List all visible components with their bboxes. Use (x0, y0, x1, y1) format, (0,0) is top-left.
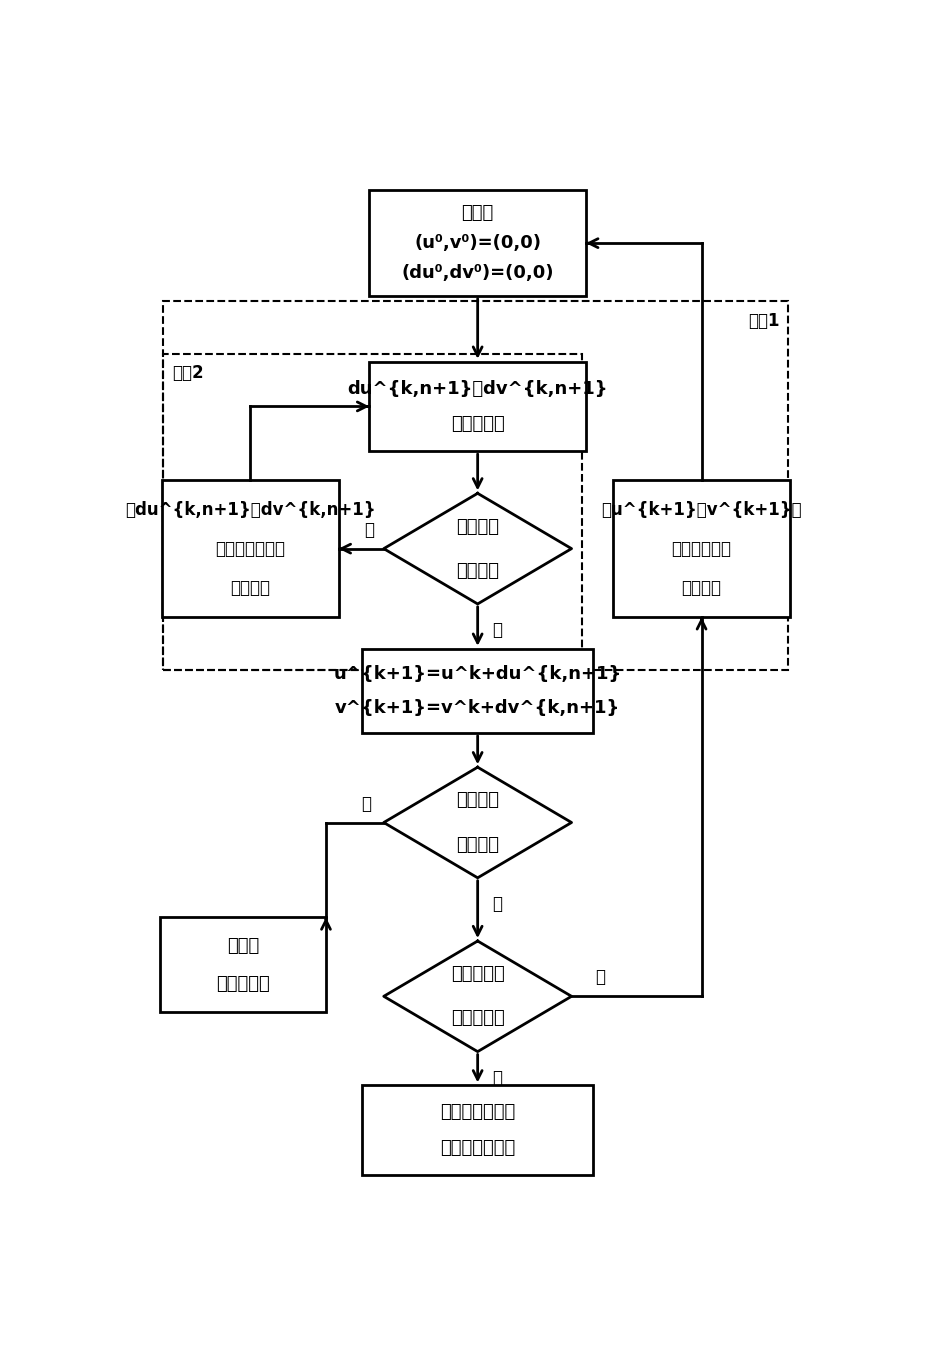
Text: 是: 是 (492, 1068, 502, 1088)
Text: 为已知，进行: 为已知，进行 (672, 539, 732, 558)
Text: 否已达上限: 否已达上限 (451, 1010, 504, 1027)
Text: 作为已知，进行: 作为已知，进行 (215, 539, 285, 558)
Text: 下次迭代: 下次迭代 (230, 579, 270, 596)
Text: 将du^{k,n+1}、dv^{k,n+1}: 将du^{k,n+1}、dv^{k,n+1} (125, 501, 376, 518)
Bar (369, 190, 586, 295)
Bar (362, 1085, 593, 1175)
Bar (160, 918, 326, 1012)
Bar (369, 361, 586, 451)
Text: v^{k+1}=v^k+dv^{k,n+1}: v^{k+1}=v^k+dv^{k,n+1} (335, 699, 621, 717)
Bar (613, 480, 790, 617)
Text: 是否合格: 是否合格 (456, 836, 500, 854)
Polygon shape (384, 767, 571, 878)
Text: 否: 否 (596, 969, 606, 986)
Polygon shape (384, 494, 571, 603)
Text: 将u^{k+1}、v^{k+1}作: 将u^{k+1}、v^{k+1}作 (601, 501, 802, 518)
Text: 光流场: 光流场 (226, 937, 259, 955)
Bar (362, 648, 593, 733)
Text: 是: 是 (361, 795, 371, 813)
Text: 否: 否 (492, 895, 502, 914)
Text: 使用从高分辨率: 使用从高分辨率 (440, 1103, 515, 1122)
Bar (163, 301, 788, 670)
Text: du^{k,n+1}、dv^{k,n+1}: du^{k,n+1}、dv^{k,n+1} (348, 379, 608, 398)
Text: 迭代次数是: 迭代次数是 (451, 966, 504, 984)
Text: 相对误差: 相对误差 (456, 517, 500, 535)
Text: 迭代2: 迭代2 (172, 364, 204, 382)
Bar (161, 480, 338, 617)
Text: 下次迭代: 下次迭代 (681, 579, 721, 596)
Text: 初始化: 初始化 (461, 204, 494, 222)
Text: (u⁰,v⁰)=(0,0): (u⁰,v⁰)=(0,0) (414, 234, 541, 252)
Text: 相对误差: 相对误差 (456, 792, 500, 810)
Bar (163, 354, 582, 670)
Polygon shape (384, 941, 571, 1052)
Text: 是: 是 (492, 621, 502, 639)
Text: (du⁰,dv⁰)=(0,0): (du⁰,dv⁰)=(0,0) (402, 264, 554, 282)
Text: 到低分辨率策略: 到低分辨率策略 (440, 1140, 515, 1157)
Text: 的求解方程: 的求解方程 (451, 416, 504, 434)
Text: u^{k+1}=u^k+du^{k,n+1}: u^{k+1}=u^k+du^{k,n+1} (334, 665, 622, 683)
Text: 提取主风向: 提取主风向 (216, 974, 269, 993)
Text: 迭代1: 迭代1 (748, 312, 779, 330)
Text: 否: 否 (364, 521, 375, 539)
Text: 是否合格: 是否合格 (456, 562, 500, 580)
